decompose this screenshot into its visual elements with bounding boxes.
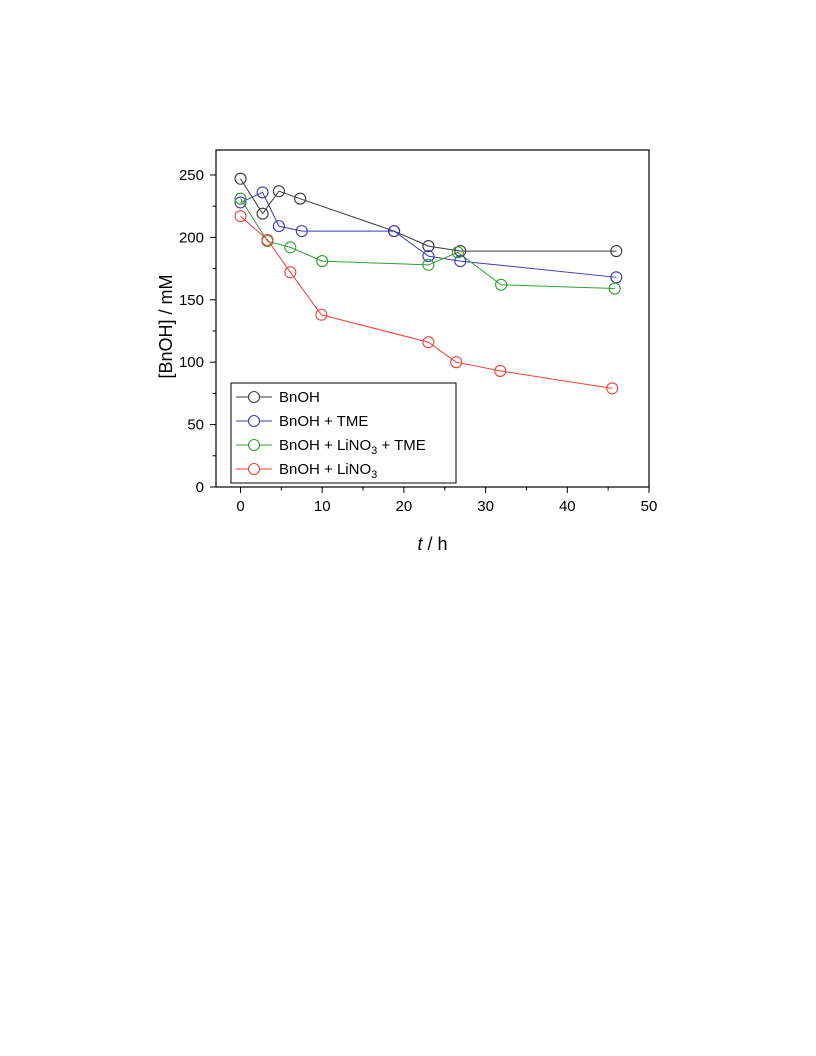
y-tick-label: 250 [179, 167, 204, 184]
legend-label: BnOH + TME [279, 413, 368, 430]
legend-box [230, 382, 457, 484]
data-point [608, 282, 621, 295]
data-point [234, 210, 247, 223]
x-tick-label: 30 [477, 498, 494, 515]
data-point [454, 245, 467, 258]
data-point [454, 255, 467, 268]
x-tick-label: 0 [236, 498, 244, 515]
data-point [494, 364, 507, 377]
legend-subscript: 3 [371, 445, 377, 457]
y-tick-label: 50 [187, 417, 204, 434]
data-point [294, 192, 307, 205]
data-point [284, 266, 297, 279]
legend-label: BnOH + LiNO3 + TME [279, 437, 426, 457]
legend-marker [247, 390, 261, 404]
series-line [240, 198, 615, 290]
y-tick-label: 100 [179, 354, 204, 371]
data-point [272, 185, 285, 198]
data-point [422, 240, 435, 253]
y-tick-label: 150 [179, 292, 204, 309]
data-point [234, 192, 247, 205]
legend-text-part: + TME [377, 437, 426, 454]
axes: 0 10 20 30 40 50 0 50 100 150 200 250 [179, 167, 657, 515]
data-point [234, 196, 247, 209]
legend-marker [247, 462, 261, 476]
legend-text-part: BnOH + LiNO [279, 437, 371, 454]
y-tick-label: 0 [196, 479, 204, 496]
data-point [272, 220, 285, 233]
legend-marker [247, 438, 261, 452]
x-axis-unit: / h [423, 534, 448, 554]
data-point [261, 233, 274, 246]
data-point [234, 172, 247, 185]
data-point [606, 382, 619, 395]
plot-frame [215, 149, 650, 488]
legend-text-part: BnOH + TME [279, 413, 368, 430]
data-point [495, 278, 508, 291]
data-point [422, 336, 435, 349]
legend-label: BnOH [279, 389, 320, 406]
data-point [295, 225, 308, 238]
data-point [256, 186, 269, 199]
legend-label: BnOH + LiNO3 [279, 461, 377, 481]
x-axis-variable: t [417, 534, 423, 554]
legend-text-part: BnOH + LiNO [279, 461, 371, 478]
legend-text-part: BnOH [279, 389, 320, 406]
x-tick-label: 20 [396, 498, 413, 515]
x-tick-label: 40 [559, 498, 576, 515]
legend-marker [247, 414, 261, 428]
data-point [315, 308, 328, 321]
data-point [450, 356, 463, 369]
series-line [240, 215, 613, 389]
y-axis-label: [BnOH] / mM [156, 274, 176, 378]
x-axis-label: t / h [417, 534, 447, 554]
data-point [610, 245, 623, 258]
data-point [422, 258, 435, 271]
data-point [388, 225, 401, 238]
plot-marks [234, 172, 623, 395]
legend-subscript: 3 [371, 469, 377, 481]
x-tick-label: 10 [314, 498, 331, 515]
data-point [451, 246, 464, 259]
x-tick-label: 50 [641, 498, 658, 515]
data-point [284, 241, 297, 254]
y-tick-label: 200 [179, 229, 204, 246]
data-point [256, 207, 269, 220]
data-point [422, 250, 435, 263]
data-point [316, 255, 329, 268]
